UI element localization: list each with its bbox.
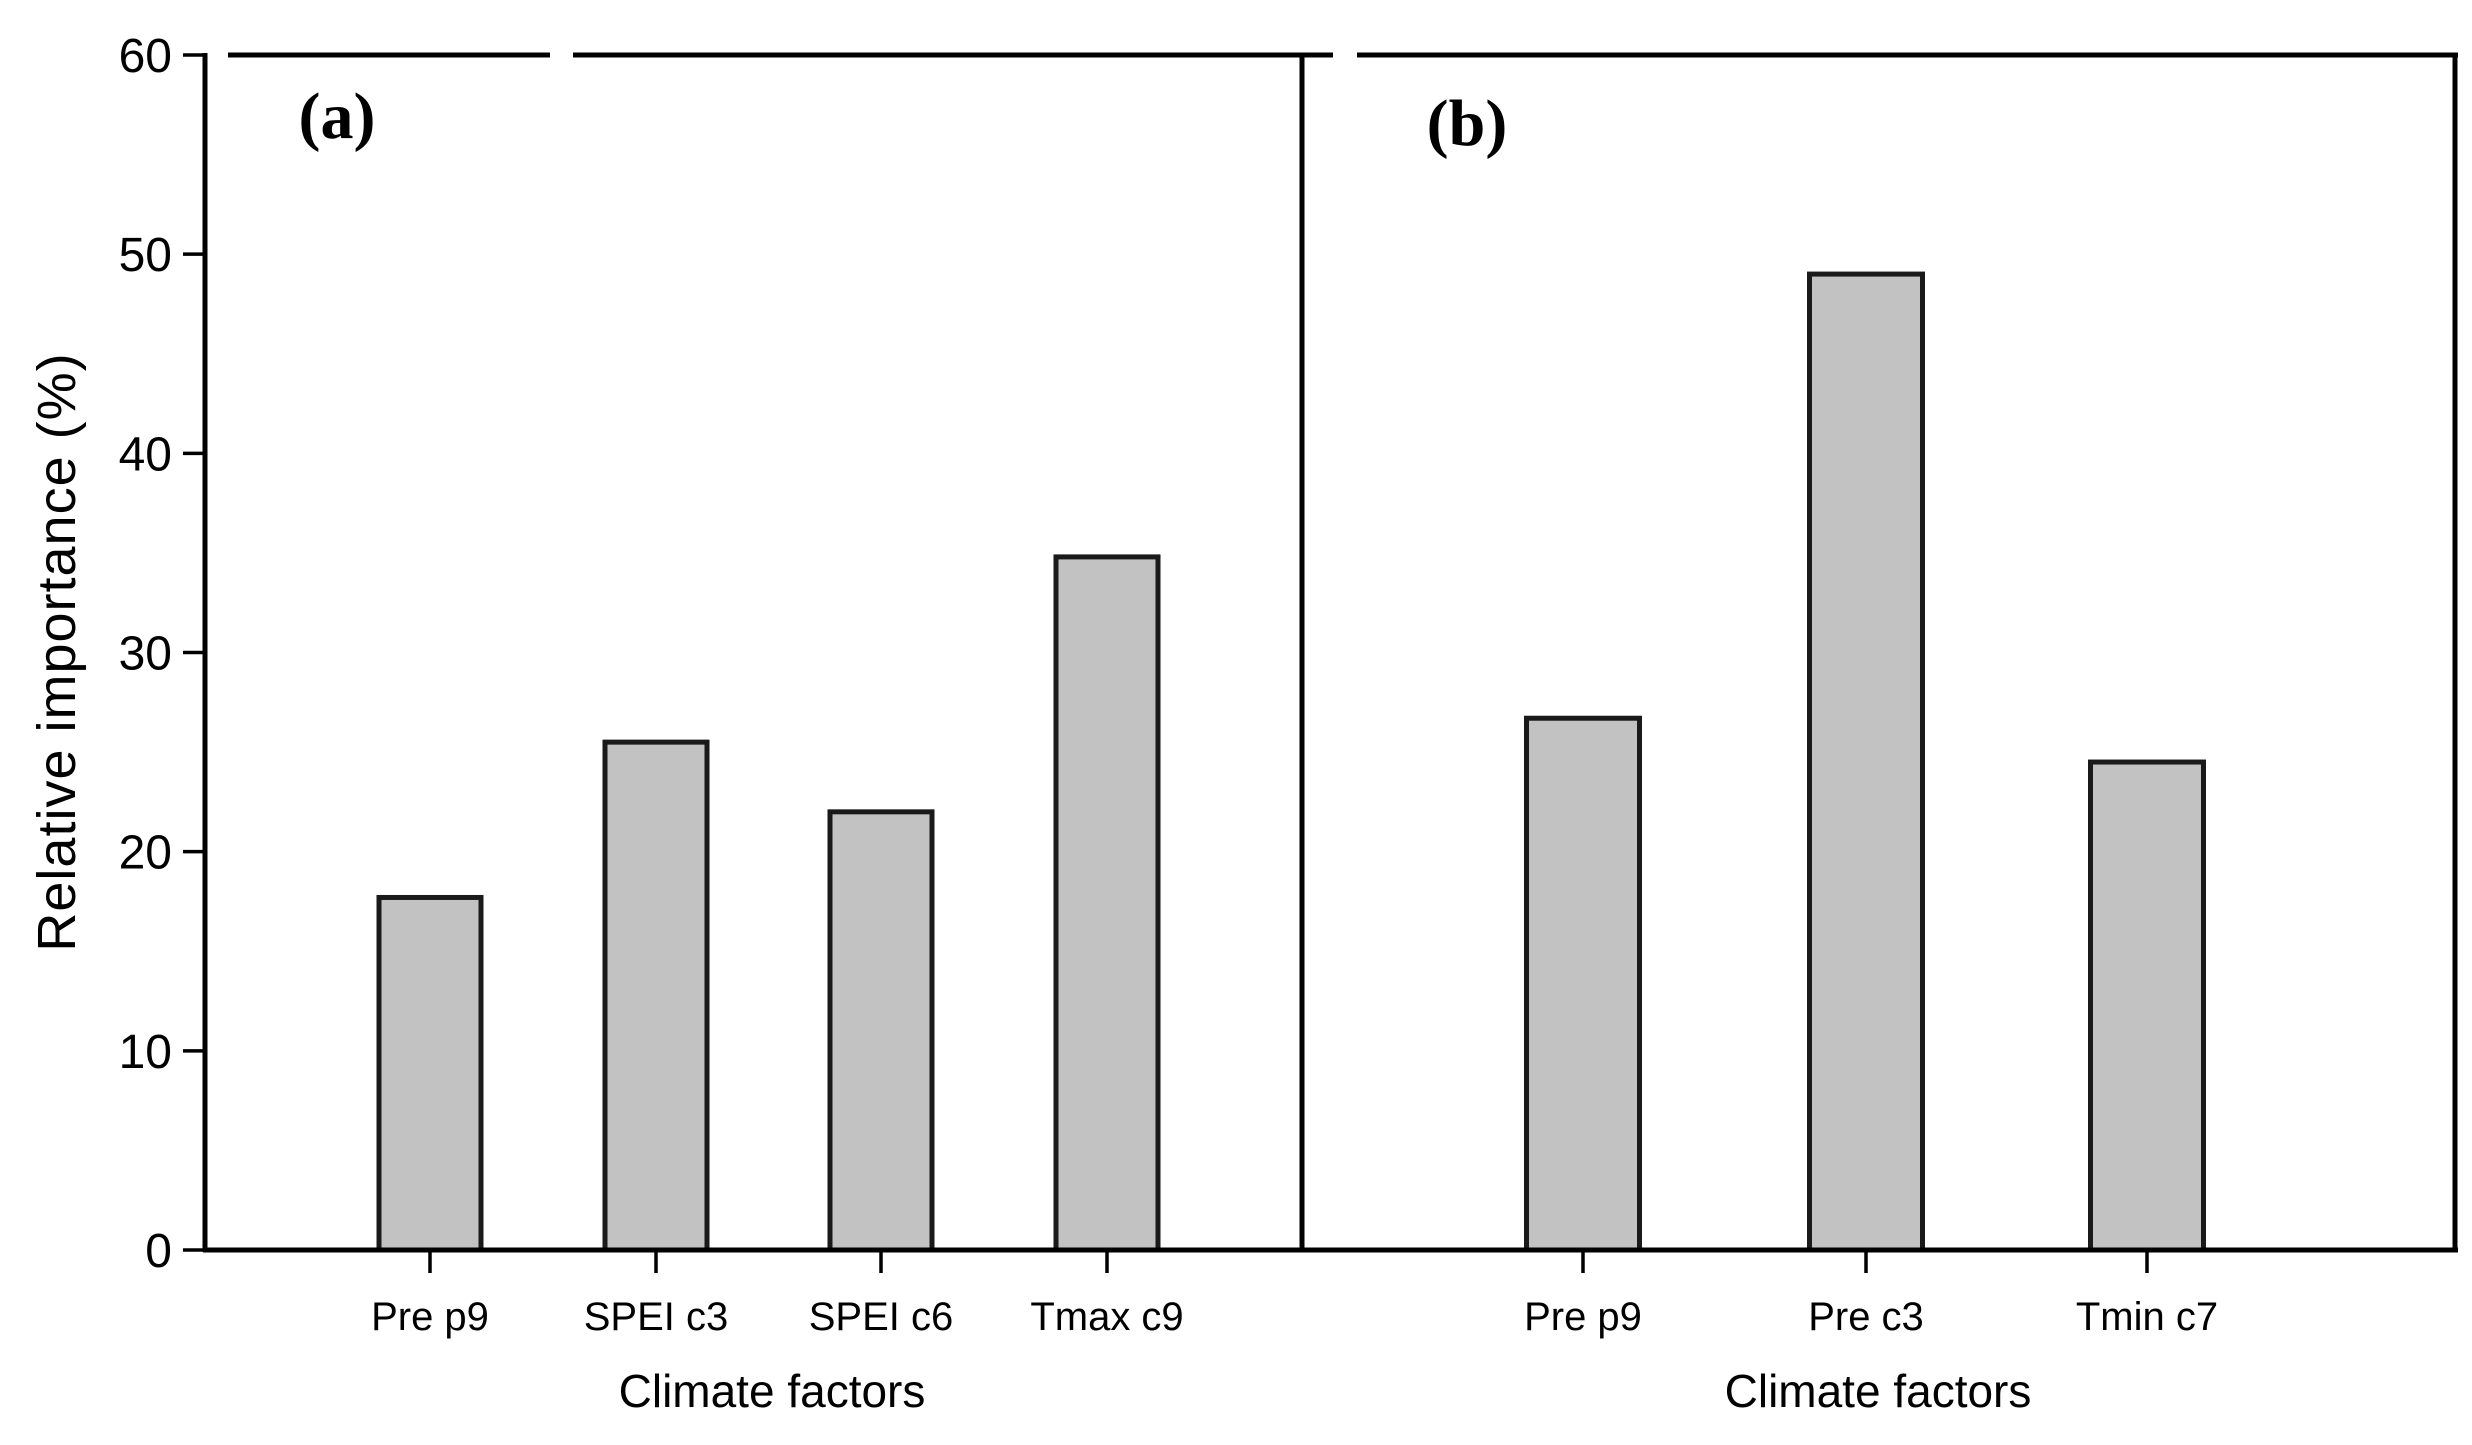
bar-spei-c6 xyxy=(827,809,935,1253)
x-tick-label: Pre p9 xyxy=(371,1295,489,1339)
bar-spei-c3 xyxy=(602,739,710,1253)
x-axis-title-panel-a: Climate factors xyxy=(618,1365,926,1417)
bar-pre-p9 xyxy=(376,894,484,1253)
bar-tmax-c9 xyxy=(1053,554,1161,1253)
x-tick-label: Tmax c9 xyxy=(1030,1295,1183,1339)
y-tick-label: 30 xyxy=(119,628,172,681)
x-tick-label: SPEI c6 xyxy=(809,1295,954,1339)
x-tick-label: Pre c3 xyxy=(1808,1295,1924,1339)
bar-pre-c3 xyxy=(1807,271,1925,1253)
y-tick-label: 60 xyxy=(119,30,172,83)
x-axis-title-panel-b: Climate factors xyxy=(1724,1365,2032,1417)
y-axis-title: Relative importance (%) xyxy=(27,352,87,952)
x-tick-label: SPEI c3 xyxy=(584,1295,729,1339)
bar-pre-p9 xyxy=(1524,715,1642,1253)
y-tick-label: 0 xyxy=(145,1225,172,1278)
y-tick-label: 40 xyxy=(119,428,172,481)
panel-b-letter: (b) xyxy=(1426,87,1508,160)
x-tick-label: Pre p9 xyxy=(1524,1295,1642,1339)
y-tick-label: 50 xyxy=(119,229,172,282)
bar-tmin-c7 xyxy=(2088,759,2206,1253)
y-tick-label: 10 xyxy=(119,1026,172,1079)
x-tick-label: Tmin c7 xyxy=(2076,1295,2218,1339)
panel-a-letter: (a) xyxy=(298,80,376,153)
y-tick-label: 20 xyxy=(119,827,172,880)
